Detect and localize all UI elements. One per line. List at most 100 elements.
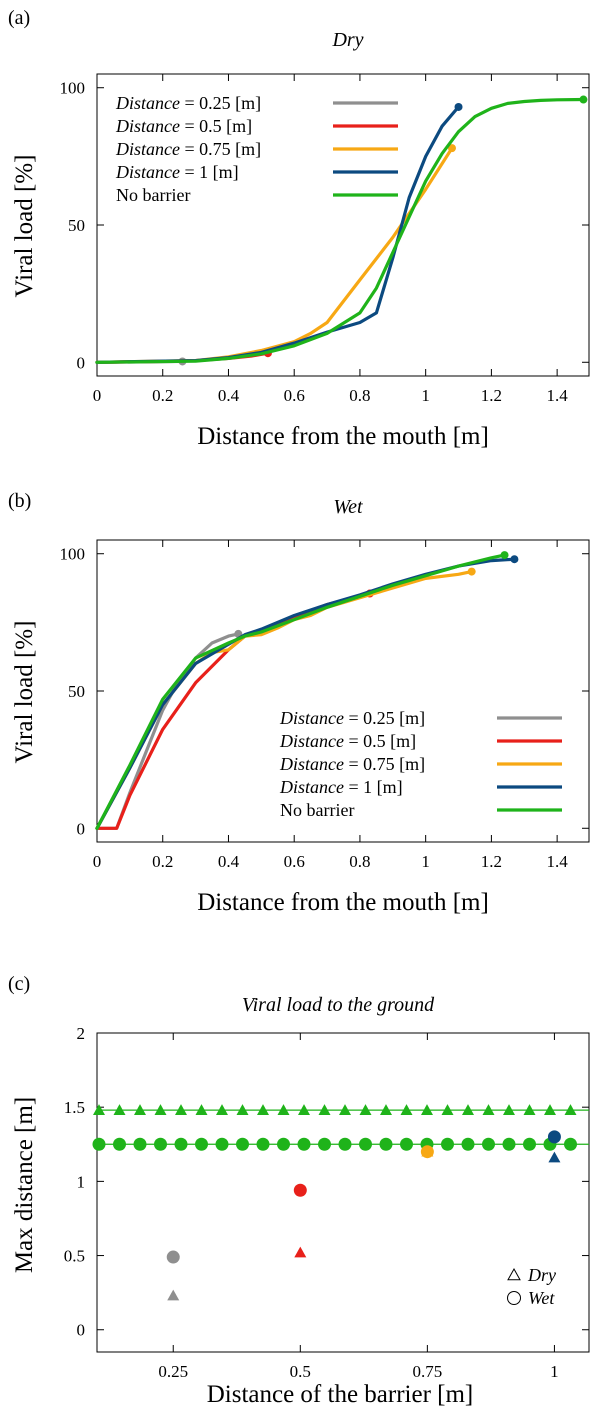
reference-marker	[482, 1137, 495, 1151]
reference-marker	[318, 1104, 331, 1115]
reference-marker	[544, 1104, 556, 1115]
y-tick-label: 0	[77, 819, 86, 838]
legend-label: Distance = 0.75 [m]	[279, 754, 425, 774]
reference-marker	[441, 1137, 454, 1151]
reference-marker	[461, 1137, 475, 1151]
legend-label: No barrier	[116, 185, 190, 205]
y-tick-label: 100	[60, 545, 86, 564]
reference-marker	[379, 1137, 393, 1151]
x-tick-label: 0.5	[290, 1362, 311, 1381]
reference-marker	[113, 1137, 126, 1151]
x-tick-label: 0	[93, 852, 102, 871]
reference-marker	[236, 1104, 249, 1115]
data-point	[167, 1289, 180, 1301]
reference-marker	[195, 1137, 208, 1151]
legend-label: Distance = 0.25 [m]	[115, 93, 261, 113]
x-tick-label: 0.8	[349, 852, 370, 871]
reference-marker	[318, 1137, 331, 1151]
data-point	[166, 1250, 180, 1264]
y-axis-label: Max distance [m]	[11, 1097, 38, 1273]
x-tick-label: 1	[550, 1362, 559, 1381]
x-tick-label: 1	[421, 852, 430, 871]
chart-title: Viral load to the ground	[242, 994, 435, 1016]
panel-label: (c)	[8, 973, 30, 995]
x-tick-label: 0.4	[218, 386, 240, 405]
legend-label: Distance = 1 [m]	[115, 162, 239, 182]
reference-marker	[502, 1137, 516, 1151]
reference-marker	[154, 1137, 167, 1151]
series-end-point	[579, 95, 588, 104]
x-tick-label: 0.6	[284, 386, 305, 405]
series-line	[95, 553, 507, 830]
x-tick-label: 0.2	[152, 386, 173, 405]
reference-marker	[134, 1104, 146, 1115]
panel-c: (c) Viral load to the ground Distance of…	[8, 973, 590, 1408]
reference-marker	[256, 1137, 270, 1151]
reference-marker	[400, 1104, 413, 1115]
x-axis-label: Distance of the barrier [m]	[207, 1381, 474, 1408]
y-tick-label: 100	[60, 79, 86, 98]
panel-a: (a) Dry Distance from the mouth [m] Vira…	[8, 7, 590, 450]
reference-marker	[154, 1104, 167, 1115]
reference-marker	[92, 1137, 106, 1151]
reference-marker	[133, 1137, 147, 1151]
reference-marker	[462, 1104, 474, 1115]
chart-title: Dry	[331, 29, 363, 51]
reference-marker	[174, 1137, 188, 1151]
x-axis-label: Distance from the mouth [m]	[197, 423, 489, 450]
series-end-point	[510, 555, 519, 564]
x-tick-label: 0.8	[349, 386, 370, 405]
reference-marker	[93, 1104, 105, 1115]
legend-label: Distance = 0.25 [m]	[279, 708, 425, 728]
x-tick-label: 0.6	[284, 852, 305, 871]
reference-marker	[277, 1104, 290, 1115]
plot-frame	[96, 1032, 590, 1353]
data-point	[548, 1151, 561, 1163]
data-point	[293, 1183, 307, 1197]
y-tick-label: 50	[68, 682, 85, 701]
x-tick-label: 0.4	[218, 852, 240, 871]
legend-label: Distance = 0.5 [m]	[115, 116, 252, 136]
series-end-point	[467, 567, 476, 576]
y-tick-label: 0.5	[64, 1247, 85, 1266]
series-end-point	[500, 551, 509, 560]
reference-marker	[482, 1104, 495, 1115]
y-axis-label: Viral load [%]	[11, 621, 38, 764]
series-end-point	[454, 102, 463, 111]
reference-marker	[380, 1104, 392, 1115]
x-tick-label: 1	[421, 386, 430, 405]
y-tick-label: 50	[68, 216, 85, 235]
legend-label: Dry	[527, 1265, 556, 1285]
x-axis-label: Distance from the mouth [m]	[197, 889, 489, 916]
reference-marker	[113, 1104, 126, 1115]
reference-marker	[257, 1104, 269, 1115]
x-tick-label: 0.25	[158, 1362, 188, 1381]
y-tick-label: 0	[77, 1321, 86, 1340]
reference-marker	[359, 1137, 372, 1151]
panel-label: (a)	[8, 7, 30, 29]
reference-marker	[421, 1104, 433, 1115]
series-line	[95, 97, 585, 364]
panel-label: (b)	[8, 490, 31, 512]
y-tick-label: 0	[77, 353, 86, 372]
x-tick-label: 1.4	[547, 386, 569, 405]
reference-marker	[564, 1104, 577, 1115]
reference-marker	[441, 1104, 454, 1115]
legend-marker	[507, 1267, 521, 1281]
reference-marker	[338, 1137, 352, 1151]
reference-marker	[359, 1104, 372, 1115]
y-tick-label: 1.5	[64, 1098, 85, 1117]
legend-label: Distance = 1 [m]	[279, 777, 403, 797]
reference-marker	[297, 1137, 311, 1151]
y-axis-label: Viral load [%]	[11, 155, 38, 298]
y-tick-label: 2	[77, 1024, 86, 1043]
legend-marker	[507, 1291, 521, 1305]
data-point	[547, 1130, 561, 1144]
panel-b: (b) Wet Distance from the mouth [m] Vira…	[8, 490, 590, 916]
legend-label: No barrier	[280, 800, 354, 820]
reference-marker	[215, 1137, 229, 1151]
legend-label: Distance = 0.5 [m]	[279, 731, 416, 751]
reference-marker	[503, 1104, 515, 1115]
reference-marker	[216, 1104, 228, 1115]
chart-title: Wet	[333, 496, 363, 518]
